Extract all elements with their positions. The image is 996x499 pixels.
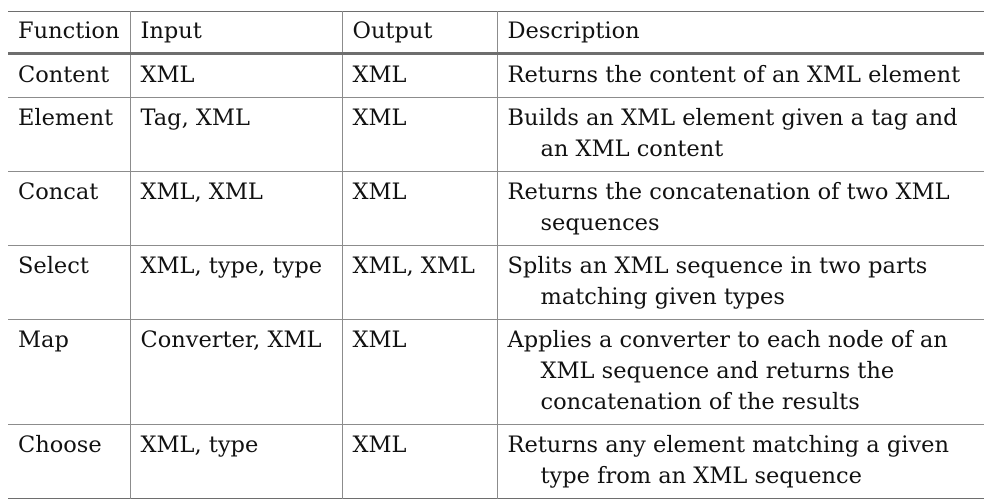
cell-description: Returns the content of an XML element <box>496 53 984 98</box>
table-row: Concat XML, XML XML Returns the concaten… <box>8 171 984 246</box>
cell-input: Converter, XML <box>129 319 342 425</box>
cell-function: Select <box>18 253 89 279</box>
cell-input: XML, type, type <box>129 245 342 320</box>
cell-description: Returns any element matching a given typ… <box>496 424 984 499</box>
cell-description: Builds an XML element given a tag and an… <box>496 97 984 172</box>
cell-function: Map <box>18 327 69 353</box>
cell-output: XML <box>341 319 497 425</box>
cell-output: XML <box>341 171 497 246</box>
cell-function: Element <box>18 105 114 131</box>
table-row: Map Converter, XML XML Applies a convert… <box>8 319 984 425</box>
cell-description: Returns the concatenation of two XML seq… <box>496 171 984 246</box>
table-row: Element Tag, XML XML Builds an XML eleme… <box>8 97 984 172</box>
header-description: Description <box>496 11 984 54</box>
header-output: Output <box>341 11 497 54</box>
header-function: Function <box>18 18 120 44</box>
cell-description: Splits an XML sequence in two parts matc… <box>496 245 984 320</box>
cell-input: XML <box>129 53 342 98</box>
function-table: Function Input Output Description Conten… <box>8 11 984 499</box>
cell-output: XML <box>341 97 497 172</box>
cell-description: Applies a converter to each node of an X… <box>496 319 984 425</box>
cell-output: XML, XML <box>341 245 497 320</box>
cell-input: XML, type <box>129 424 342 499</box>
cell-output: XML <box>341 424 497 499</box>
cell-function: Concat <box>18 179 99 205</box>
function-table-container: Function Input Output Description Conten… <box>8 11 984 499</box>
table-row: Content XML XML Returns the content of a… <box>8 53 984 98</box>
table-header-row: Function Input Output Description <box>8 11 984 54</box>
table-row: Choose XML, type XML Returns any element… <box>8 424 984 499</box>
cell-function: Content <box>18 62 110 88</box>
header-input: Input <box>129 11 342 54</box>
cell-function: Choose <box>18 432 102 458</box>
cell-input: XML, XML <box>129 171 342 246</box>
cell-input: Tag, XML <box>129 97 342 172</box>
cell-output: XML <box>341 53 497 98</box>
table-row: Select XML, type, type XML, XML Splits a… <box>8 245 984 320</box>
